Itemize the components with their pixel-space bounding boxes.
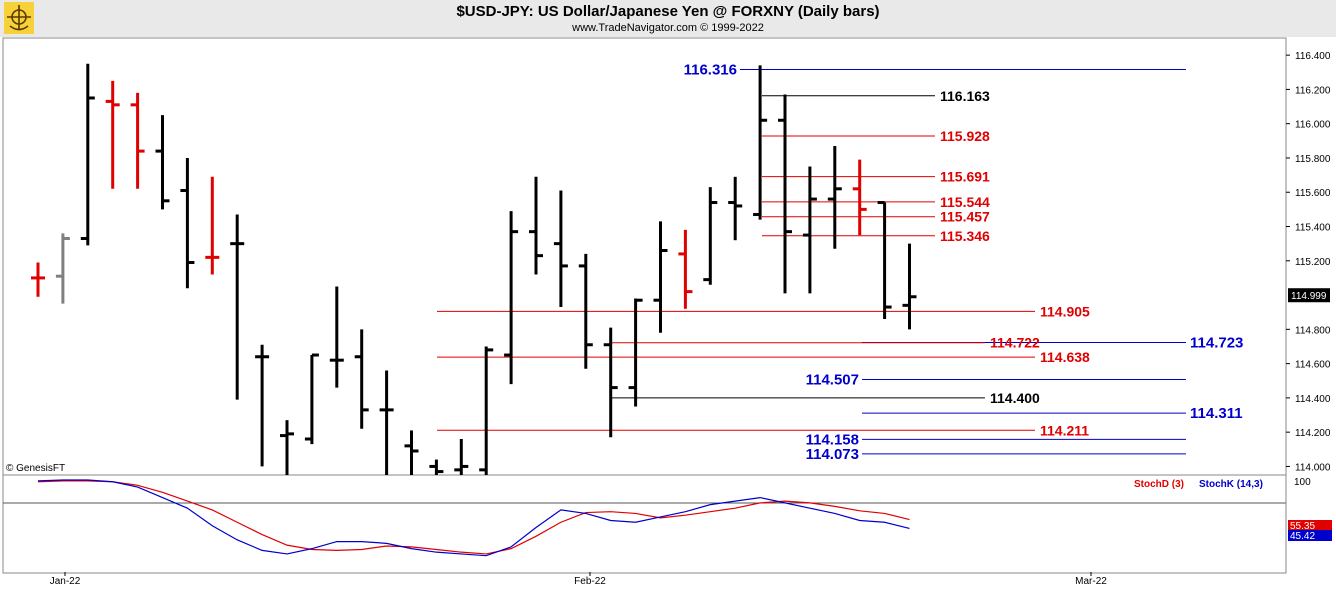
- ohlc-bar: [429, 459, 444, 475]
- stoch-last-label: 45.42: [1290, 531, 1315, 542]
- level-label: 114.507: [806, 372, 859, 389]
- ohlc-bar: [130, 92, 145, 189]
- level-label: 114.723: [1190, 335, 1243, 352]
- y-tick-label: 114.600: [1295, 360, 1331, 371]
- ohlc-bar: [827, 145, 842, 249]
- ohlc-bar: [454, 439, 469, 475]
- ohlc-bar: [80, 63, 95, 246]
- ohlc-bar: [678, 229, 693, 309]
- ohlc-bar: [304, 353, 319, 445]
- ohlc-bar: [479, 346, 494, 475]
- level-label: 114.211: [1040, 422, 1089, 438]
- y-tick-label: 114.200: [1295, 428, 1331, 439]
- ohlc-bar: [753, 65, 768, 220]
- ohlc-bar: [379, 370, 394, 475]
- stoch-last-badge: [1288, 530, 1332, 541]
- y-tick-label: 115.800: [1295, 154, 1331, 165]
- ohlc-bar: [529, 176, 543, 275]
- ohlc-bar: [280, 420, 294, 475]
- y-tick-label: 116.400: [1295, 51, 1331, 62]
- level-label: 114.905: [1040, 303, 1090, 319]
- ohlc-bar: [354, 329, 369, 429]
- ohlc-bar: [553, 190, 568, 308]
- y-tick-label: 116.200: [1295, 85, 1331, 96]
- x-tick-label: Feb-22: [574, 576, 606, 587]
- y-tick-label: 114.000: [1295, 462, 1331, 473]
- level-label: 116.316: [684, 62, 737, 79]
- ohlc-bar: [329, 286, 344, 388]
- ohlc-bar: [852, 159, 867, 236]
- y-tick-label: 114.400: [1295, 394, 1331, 405]
- ohlc-bar: [504, 211, 519, 385]
- chart-header: $USD-JPY: US Dollar/Japanese Yen @ FORXN…: [0, 0, 1336, 37]
- last-price-label: 114.999: [1291, 291, 1327, 302]
- level-label: 114.400: [990, 390, 1040, 406]
- ohlc-bar: [628, 298, 643, 407]
- ohlc-bar: [578, 253, 593, 369]
- ohlc-bar: [703, 187, 718, 285]
- x-tick-label: Jan-22: [50, 576, 81, 587]
- level-label: 115.928: [940, 128, 990, 144]
- indicator-y-tick: 100: [1294, 477, 1311, 488]
- level-label: 115.691: [940, 169, 990, 185]
- y-tick-label: 114.800: [1295, 325, 1331, 336]
- ohlc-bar: [230, 214, 245, 400]
- y-tick-label: 115.200: [1295, 257, 1331, 268]
- ohlc-bar: [802, 166, 817, 294]
- level-label: 114.722: [990, 335, 1040, 351]
- stoch-last-label: 55.35: [1290, 521, 1315, 532]
- ohlc-bar: [155, 115, 170, 210]
- level-label: 114.158: [806, 431, 859, 448]
- ohlc-bar: [105, 80, 120, 189]
- chart-subtitle: www.TradeNavigator.com © 1999-2022: [572, 22, 764, 34]
- level-label: 116.163: [940, 88, 990, 104]
- ohlc-bar: [205, 176, 220, 275]
- stoch-d-line: [37, 480, 910, 555]
- legend-stoch-k: StochK (14,3): [1199, 479, 1263, 490]
- level-label: 114.073: [806, 446, 859, 463]
- ohlc-bar: [55, 233, 70, 304]
- level-label: 114.311: [1190, 405, 1243, 422]
- chart-title: $USD-JPY: US Dollar/Japanese Yen @ FORXN…: [456, 3, 880, 20]
- stoch-last-badge: [1288, 520, 1332, 531]
- y-tick-label: 115.400: [1295, 223, 1331, 234]
- last-price-badge: [1288, 288, 1330, 303]
- main-plot-frame: [2, 37, 1287, 476]
- stoch-k-line: [37, 479, 910, 557]
- ohlc-bar: [603, 327, 618, 438]
- copyright-label: © GenesisFT: [6, 463, 65, 474]
- ohlc-bar: [902, 243, 917, 330]
- y-tick-label: 116.000: [1295, 120, 1331, 131]
- level-label: 115.544: [940, 194, 990, 210]
- ohlc-bar: [404, 430, 419, 475]
- ohlc-bar: [180, 157, 195, 289]
- trade-navigator-logo-icon: [4, 2, 34, 34]
- level-label: 115.457: [940, 209, 990, 225]
- ohlc-bar: [778, 94, 792, 294]
- ohlc-bar: [728, 176, 743, 241]
- legend-stoch-d: StochD (3): [1134, 479, 1184, 490]
- ohlc-bar: [653, 221, 668, 333]
- ohlc-bar: [31, 262, 45, 297]
- ohlc-bar: [255, 344, 270, 467]
- ohlc-bar: [877, 201, 892, 320]
- y-tick-label: 115.600: [1295, 188, 1331, 199]
- level-label: 115.346: [940, 228, 990, 244]
- x-tick-label: Mar-22: [1075, 576, 1107, 587]
- level-label: 114.638: [1040, 349, 1090, 365]
- indicator-plot-frame: [2, 474, 1287, 574]
